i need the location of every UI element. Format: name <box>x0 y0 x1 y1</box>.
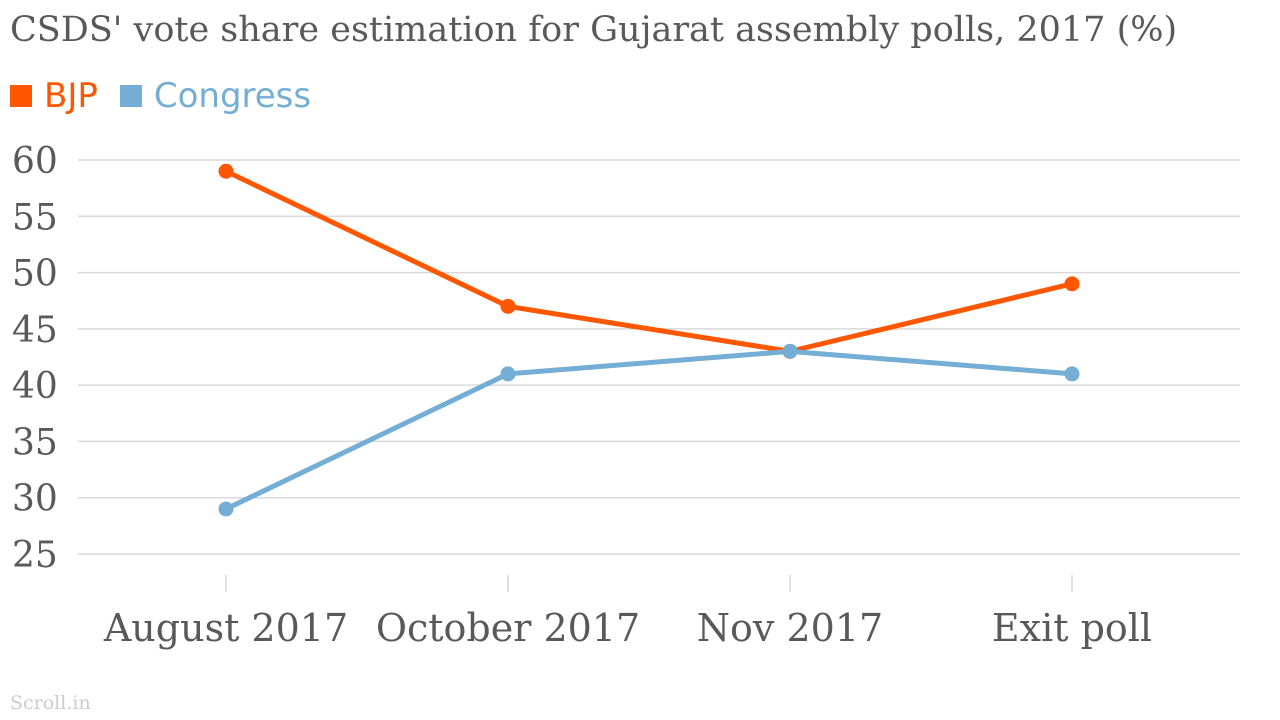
y-tick-label: 45 <box>12 310 58 351</box>
source-credit: Scroll.in <box>10 692 91 714</box>
legend-swatch-bjp <box>10 85 32 107</box>
legend-item-congress: Congress <box>119 76 312 116</box>
legend-label-bjp: BJP <box>44 76 98 116</box>
data-point-bjp <box>500 298 516 314</box>
y-tick-label: 40 <box>12 366 58 407</box>
data-point-congress <box>218 501 234 517</box>
x-tick-label: August 2017 <box>103 606 348 650</box>
y-tick-label: 55 <box>12 197 58 238</box>
legend-label-congress: Congress <box>153 76 312 116</box>
y-tick-label: 50 <box>12 254 58 295</box>
y-tick-label: 30 <box>12 479 58 520</box>
series-lines <box>223 168 1075 512</box>
y-tick-label: 35 <box>12 422 58 463</box>
x-tick-label: October 2017 <box>376 606 640 650</box>
data-point-congress <box>500 366 516 382</box>
legend-swatch-congress <box>119 85 142 107</box>
grid-lines <box>78 159 1240 555</box>
data-point-congress <box>782 343 798 359</box>
x-tick-label: Nov 2017 <box>697 606 883 650</box>
legend-item-bjp: BJP <box>10 76 98 116</box>
series-line-congress <box>223 348 1075 512</box>
chart-title: CSDS' vote share estimation for Gujarat … <box>10 10 1178 50</box>
data-point-congress <box>1064 366 1080 382</box>
series-line-bjp <box>223 168 1075 354</box>
legend: BJP Congress <box>10 76 333 116</box>
series-points <box>218 163 1080 517</box>
x-tick-label: Exit poll <box>992 606 1152 650</box>
data-point-bjp <box>1064 276 1080 292</box>
y-tick-label: 25 <box>12 535 58 576</box>
x-axis-ticks: August 2017 October 2017 Nov 2017 Exit poll <box>103 575 1152 650</box>
data-point-bjp <box>218 163 234 179</box>
y-axis-ticks: 60 55 50 45 40 35 30 25 <box>12 141 58 576</box>
y-tick-label: 60 <box>12 141 58 182</box>
